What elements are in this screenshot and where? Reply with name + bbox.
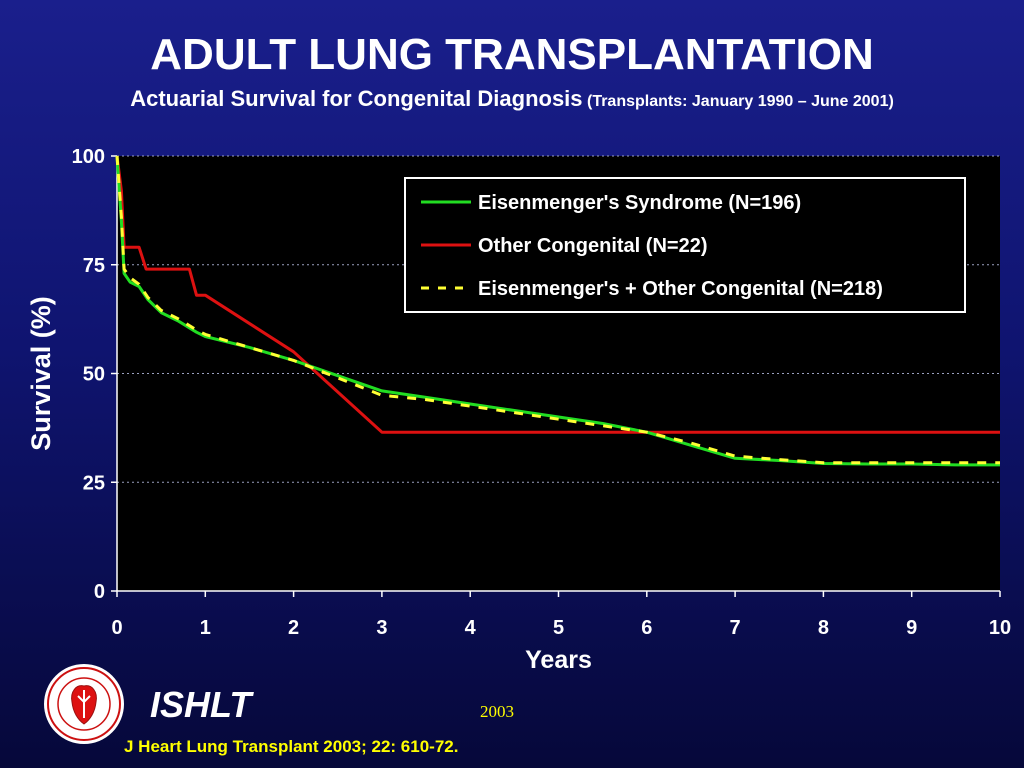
legend-box (404, 177, 966, 313)
x-axis-title: Years (525, 646, 592, 674)
series-line-2 (115, 155, 1000, 434)
y-tick-label-100: 100 (72, 146, 105, 168)
x-tick-label-4: 4 (465, 617, 477, 639)
legend-label-1: Eisenmenger's Syndrome (N=196) (478, 192, 801, 214)
subtitle-date-range: (Transplants: January 1990 – June 2001) (586, 93, 894, 110)
x-tick-label-3: 3 (376, 617, 387, 639)
y-tick-label-50: 50 (83, 364, 105, 386)
x-tick-label-9: 9 (906, 617, 917, 639)
legend-label-3: Eisenmenger's + Other Congenital (N=218) (478, 278, 883, 300)
legend-label-2: Other Congenital (N=22) (478, 235, 707, 257)
x-tick-label-7: 7 (730, 617, 741, 639)
slide-subtitle: Actuarial Survival for Congenital Diagno… (0, 86, 1024, 112)
x-tick-label-0: 0 (111, 617, 122, 639)
x-tick-label-1: 1 (200, 617, 211, 639)
y-tick-label-25: 25 (83, 472, 105, 494)
x-tick-label-5: 5 (553, 617, 564, 639)
x-tick-label-6: 6 (641, 617, 652, 639)
y-axis-title: Survival (%) (26, 296, 56, 451)
series-line-3 (115, 155, 1000, 465)
journal-citation: J Heart Lung Transplant 2003; 22: 610-72… (124, 737, 459, 756)
ishlt-logo-icon (44, 664, 124, 744)
x-tick-label-8: 8 (818, 617, 829, 639)
publication-year: 2003 (480, 702, 514, 721)
slide-title: ADULT LUNG TRANSPLANTATION (150, 30, 874, 79)
x-tick-label-10: 10 (989, 617, 1011, 639)
ishlt-label: ISHLT (150, 684, 252, 725)
y-tick-label-0: 0 (94, 581, 105, 603)
subtitle-main: Actuarial Survival for Congenital Diagno… (130, 86, 583, 111)
y-tick-label-75: 75 (83, 255, 105, 277)
x-tick-label-2: 2 (288, 617, 299, 639)
